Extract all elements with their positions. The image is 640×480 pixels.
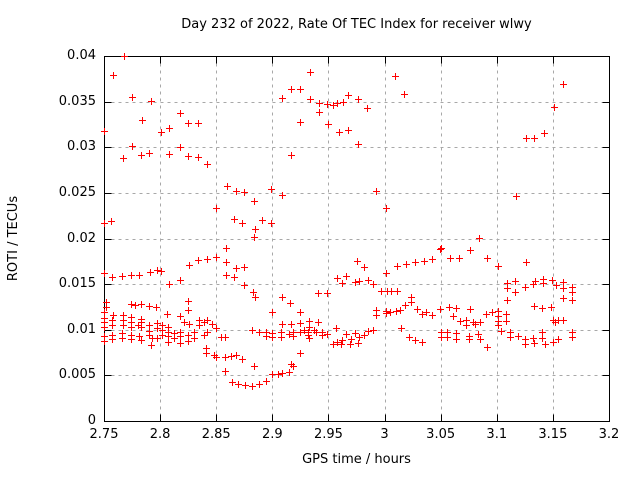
x-tick-label: 2.9 xyxy=(261,427,283,442)
x-tick-label: 2.85 xyxy=(201,427,231,442)
plot-area xyxy=(101,53,610,422)
x-tick-label: 3.2 xyxy=(598,427,620,442)
x-tick-label: 2.95 xyxy=(313,427,343,442)
y-tick-label: 0.03 xyxy=(67,139,96,155)
y-tick-label: 0.025 xyxy=(58,184,96,200)
y-tick-label: 0 xyxy=(87,413,96,428)
y-tick-label: 0.02 xyxy=(67,230,96,246)
y-tick-label: 0.035 xyxy=(58,93,96,109)
x-axis-label: GPS time / hours xyxy=(302,452,411,467)
scatter-plot-canvas xyxy=(101,53,610,422)
chart-title: Day 232 of 2022, Rate Of TEC Index for r… xyxy=(181,17,532,32)
x-tick-label: 3.05 xyxy=(426,427,456,442)
x-tick-label: 3.15 xyxy=(538,427,568,442)
y-tick-label: 0.01 xyxy=(67,321,96,337)
x-tick-label: 3.1 xyxy=(486,427,508,442)
y-tick-label: 0.005 xyxy=(58,367,96,383)
y-tick-label: 0.04 xyxy=(67,48,96,63)
x-tick-label: 3 xyxy=(380,427,389,442)
y-tick-label: 0.015 xyxy=(58,276,96,292)
x-tick-label: 2.75 xyxy=(89,427,119,442)
x-tick-label: 2.8 xyxy=(149,427,171,442)
